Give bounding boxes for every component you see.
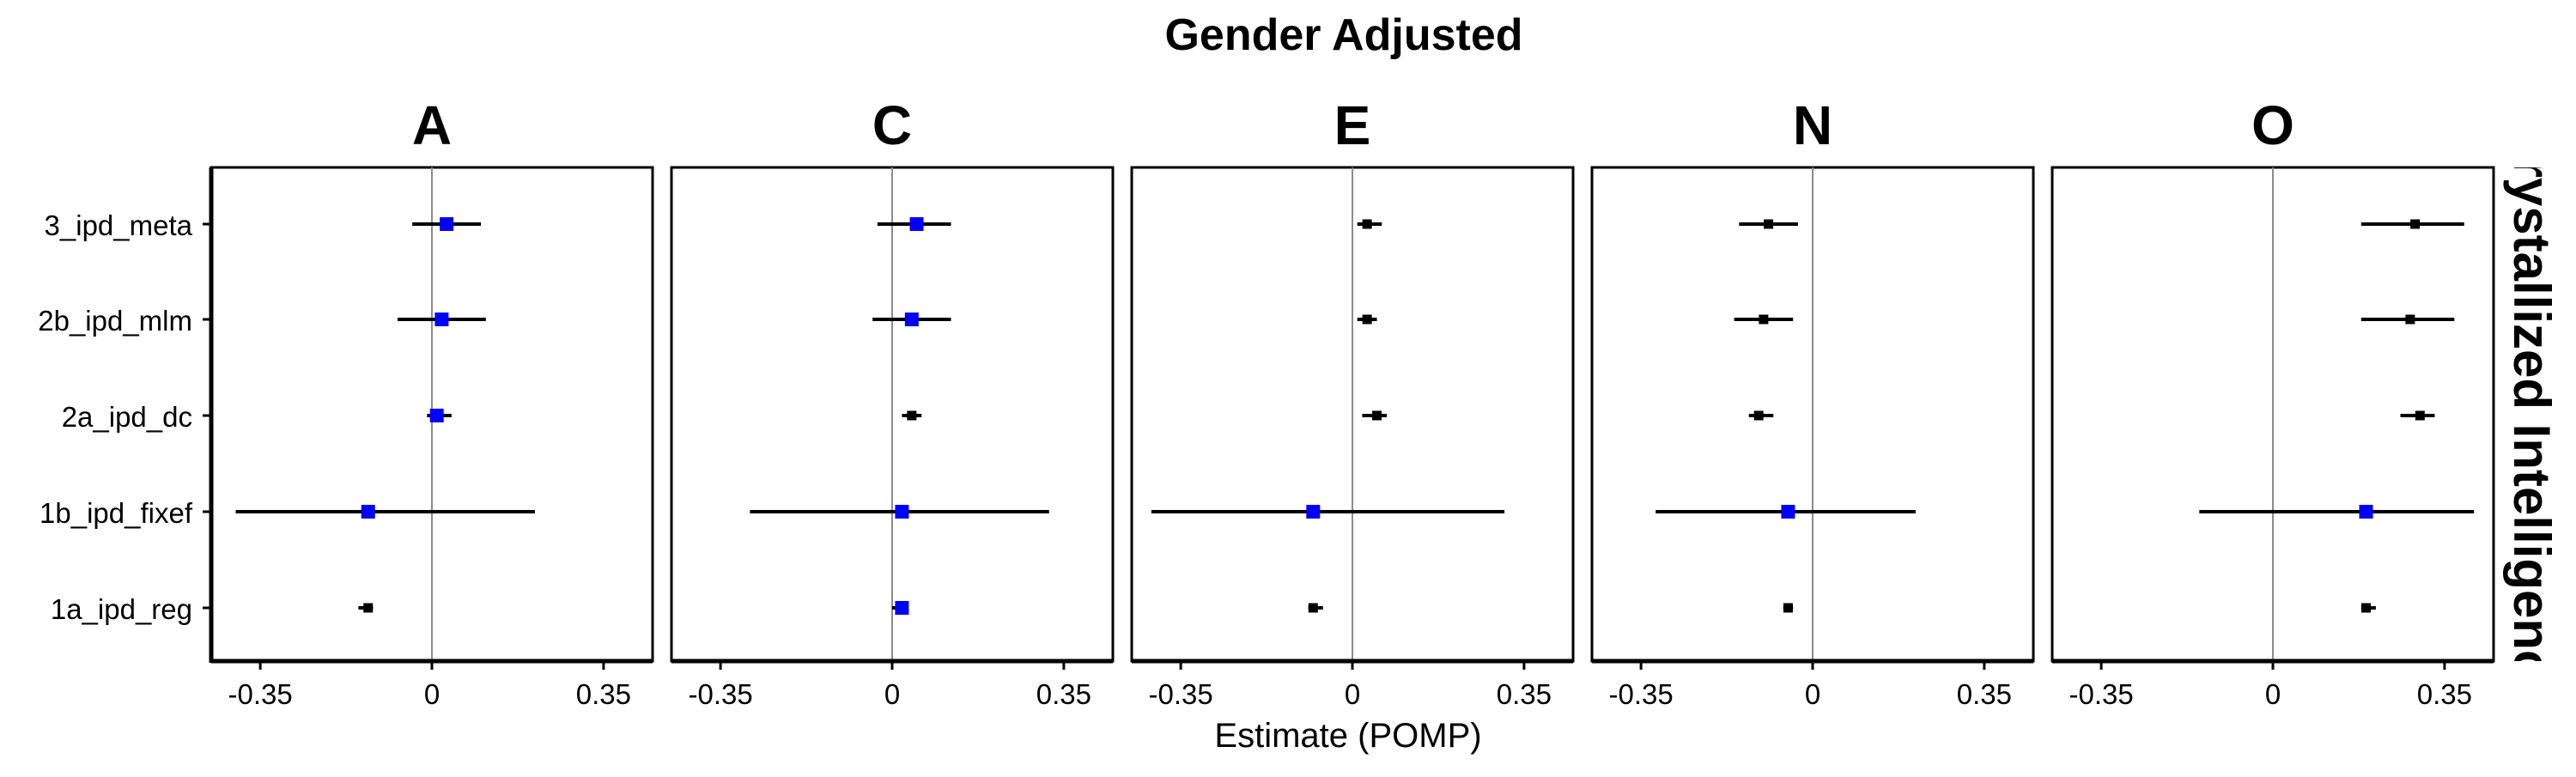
y-tick-label: 2b_ipd_mlm [38, 305, 192, 337]
point-estimate [363, 603, 374, 613]
x-tick-label: -0.35 [228, 678, 293, 710]
x-tick-label: 0 [424, 678, 440, 710]
facet-label: E [1334, 94, 1371, 156]
x-tick-label: -0.35 [1609, 678, 1674, 710]
facet-panel-E: E -0.35 0 0.35 [1130, 94, 1575, 710]
facet-label: N [1793, 94, 1832, 156]
point-estimate [440, 217, 454, 231]
facet-label: C [872, 94, 912, 156]
x-tick-label: 0 [1805, 678, 1820, 710]
x-tick-label: 0.35 [2417, 678, 2472, 710]
x-tick-label: -0.35 [689, 678, 753, 710]
point-estimate [1759, 314, 1769, 325]
chart-title: Gender Adjusted [1164, 10, 1522, 60]
x-tick-label: -0.35 [1149, 678, 1213, 710]
point-estimate [2415, 410, 2425, 421]
point-estimate [907, 410, 917, 421]
x-tick-label: 0 [2265, 678, 2281, 710]
point-estimate [895, 601, 909, 615]
point-estimate [434, 313, 449, 326]
x-tick-label: 0 [1345, 678, 1360, 710]
point-estimate [1362, 314, 1372, 325]
x-tick-label: -0.35 [2069, 678, 2134, 710]
point-estimate [1753, 410, 1764, 421]
y-tick-label: 3_ipd_meta [45, 209, 193, 241]
right-strip-label: Crystallized Intelligence [2503, 120, 2561, 707]
point-estimate [909, 217, 924, 231]
y-tick-label: 2a_ipd_dc [62, 401, 192, 433]
point-estimate [1362, 219, 1372, 229]
point-estimate [2359, 505, 2373, 519]
point-estimate [1783, 603, 1793, 613]
facet-panel-N: N -0.35 0 0.35 [1590, 94, 2035, 710]
point-estimate [2405, 314, 2415, 325]
point-estimate [361, 505, 375, 519]
facet-label: O [2251, 94, 2294, 156]
point-estimate [1372, 410, 1382, 421]
y-tick-label: 1b_ipd_fixef [39, 497, 193, 529]
panels-layer: 3_ipd_meta 2b_ipd_mlm 2a_ipd_dc 1b_ipd_fixe… [38, 94, 2495, 710]
point-estimate [1781, 505, 1795, 519]
facet-panel-A: A -0.35 0 0.35 [210, 94, 654, 710]
point-estimate [1764, 219, 1774, 229]
x-tick-label: 0.35 [1957, 678, 2012, 710]
point-estimate [1306, 505, 1321, 519]
point-estimate [1308, 603, 1318, 613]
facet-label: A [412, 94, 452, 156]
right-strip: Crystallized Intelligence [2503, 120, 2561, 707]
point-estimate [904, 313, 919, 326]
facet-panel-C: C -0.35 0 0.35 [670, 94, 1115, 710]
point-estimate [2361, 603, 2372, 613]
point-estimate [2410, 219, 2421, 229]
point-estimate [429, 409, 444, 422]
facet-panel-O: O -0.35 0 0.35 [2050, 94, 2495, 710]
x-tick-label: 0.35 [1497, 678, 1552, 710]
point-estimate [895, 505, 909, 519]
x-tick-label: 0.35 [1036, 678, 1091, 710]
figure-title-group: Gender Adjusted [1164, 10, 1522, 60]
x-tick-label: 0 [884, 678, 900, 710]
x-axis-label: Estimate (POMP) [1214, 717, 1481, 755]
x-tick-label: 0.35 [576, 678, 631, 710]
y-tick-label: 1a_ipd_reg [51, 593, 192, 625]
